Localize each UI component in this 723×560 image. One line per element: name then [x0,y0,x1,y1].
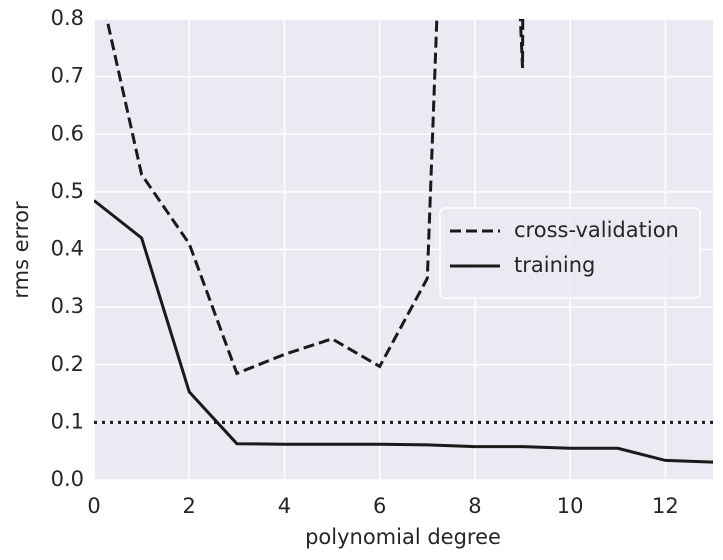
legend-box [439,207,701,299]
y-tick-label: 0.8 [51,6,84,30]
x-tick-label: 10 [557,494,584,518]
x-axis-label: polynomial degree [305,525,501,549]
x-tick-label: 8 [468,494,481,518]
y-tick-label: 0.6 [51,121,84,145]
y-tick-label: 0.4 [51,237,84,261]
x-tick-label: 4 [278,494,291,518]
y-tick-label: 0.1 [51,409,84,433]
lines [94,19,713,464]
y-tick-label: 0.2 [51,352,84,376]
y-tick-label: 0.7 [51,64,84,88]
legend: cross-validation training [439,207,701,299]
y-tick-label: 0.0 [51,467,84,491]
series-line [94,199,713,464]
legend-label: training [514,253,595,277]
series-line [105,19,525,376]
y-tick-label: 0.5 [51,179,84,203]
x-tick-label: 6 [373,494,386,518]
legend-label: cross-validation [514,218,679,242]
y-axis-label: rms error [9,201,33,299]
y-tick-label: 0.3 [51,294,84,318]
x-tick-label: 12 [652,494,679,518]
x-tick-label: 2 [183,494,196,518]
x-tick-label: 0 [87,494,100,518]
